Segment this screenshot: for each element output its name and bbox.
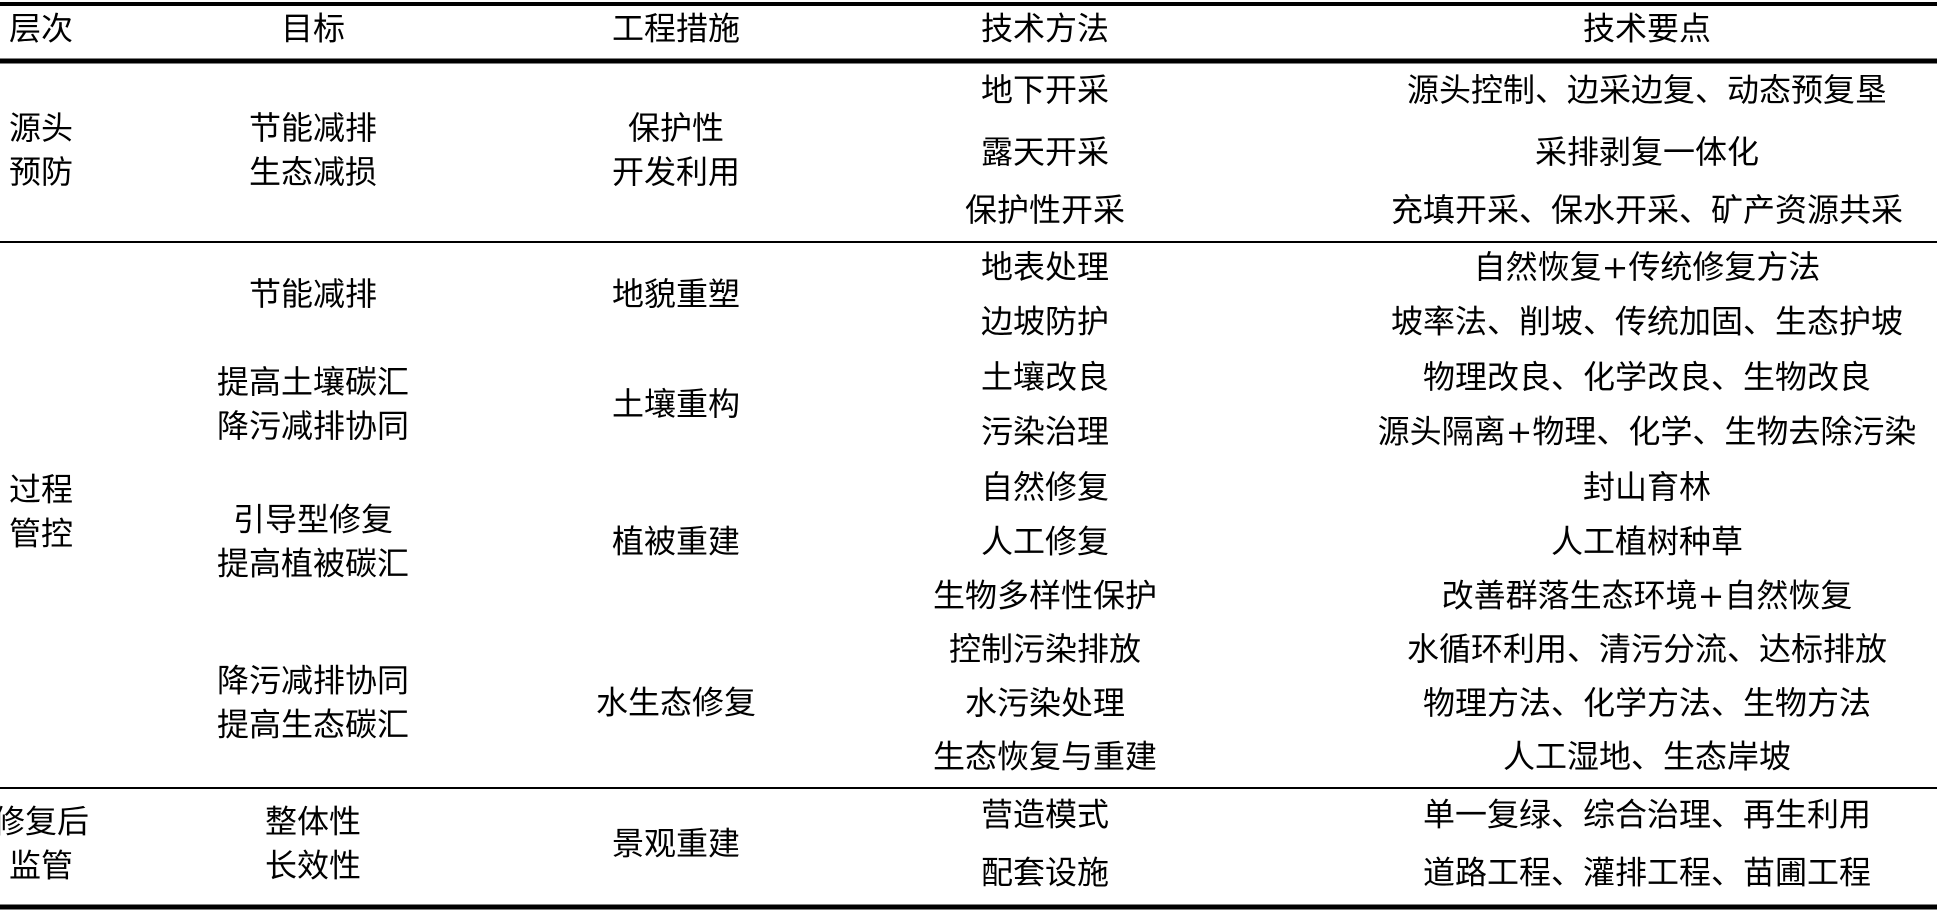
level-cell: 源头 <box>9 109 73 147</box>
point-cell: 充填开采、保水开采、矿产资源共采 <box>1391 191 1903 229</box>
point-cell: 单一复绿、综合治理、再生利用 <box>1423 795 1871 833</box>
header-cell: 技术方法 <box>981 10 1109 48</box>
point-cell: 道路工程、灌排工程、苗圃工程 <box>1423 853 1871 891</box>
goal-cell: 降污减排协同 <box>217 407 409 445</box>
header-cell: 层次 <box>9 10 73 48</box>
method-cell: 生态恢复与重建 <box>933 737 1157 775</box>
measure-cell: 地貌重塑 <box>612 275 740 313</box>
measure-cell: 开发利用 <box>612 153 740 191</box>
point-cell: 坡率法、削坡、传统加固、生态护坡 <box>1391 302 1903 340</box>
method-cell: 露天开采 <box>981 133 1109 171</box>
goal-cell: 提高植被碳汇 <box>217 544 409 582</box>
method-cell: 地表处理 <box>981 248 1109 286</box>
point-cell: 采排剥复一体化 <box>1535 133 1759 171</box>
measure-cell: 植被重建 <box>612 522 740 560</box>
goal-cell: 长效性 <box>265 846 361 884</box>
measure-cell: 保护性 <box>628 109 724 147</box>
header-cell: 技术要点 <box>1583 10 1711 48</box>
level-cell: 管控 <box>9 515 73 553</box>
method-cell: 控制污染排放 <box>949 630 1141 668</box>
header-cell: 目标 <box>281 10 345 48</box>
goal-cell: 降污减排协同 <box>217 662 409 700</box>
method-cell: 污染治理 <box>981 412 1109 450</box>
goal-cell: 整体性 <box>265 802 361 840</box>
method-cell: 水污染处理 <box>965 684 1125 722</box>
point-cell: 水循环利用、清污分流、达标排放 <box>1407 630 1887 668</box>
goal-cell: 节能减排 <box>249 109 377 147</box>
method-cell: 自然修复 <box>981 468 1109 506</box>
point-cell: 封山育林 <box>1583 468 1711 506</box>
point-cell: 改善群落生态环境+自然恢复 <box>1442 577 1853 615</box>
level-cell: 预防 <box>9 153 73 191</box>
level-cell: 过程 <box>9 471 73 509</box>
goal-cell: 节能减排 <box>249 275 377 313</box>
method-cell: 生物多样性保护 <box>933 577 1157 615</box>
point-cell: 物理方法、化学方法、生物方法 <box>1423 684 1871 722</box>
measure-cell: 景观重建 <box>612 824 740 862</box>
method-cell: 配套设施 <box>981 853 1109 891</box>
goal-cell: 提高土壤碳汇 <box>217 363 409 401</box>
point-cell: 源头隔离+物理、化学、生物去除污染 <box>1378 412 1917 450</box>
method-cell: 地下开采 <box>981 71 1109 109</box>
header-cell: 工程措施 <box>612 10 740 48</box>
measure-cell: 水生态修复 <box>596 684 756 722</box>
point-cell: 物理改良、化学改良、生物改良 <box>1423 358 1871 396</box>
point-cell: 源头控制、边采边复、动态预复垦 <box>1407 71 1887 109</box>
point-cell: 人工湿地、生态岸坡 <box>1503 737 1791 775</box>
method-cell: 营造模式 <box>981 795 1109 833</box>
level-cell: 修复后 <box>0 802 89 840</box>
method-cell: 保护性开采 <box>965 191 1125 229</box>
goal-cell: 引导型修复 <box>233 500 393 538</box>
point-cell: 人工植树种草 <box>1551 522 1743 560</box>
method-cell: 人工修复 <box>981 522 1109 560</box>
method-cell: 土壤改良 <box>981 358 1109 396</box>
method-cell: 边坡防护 <box>981 302 1109 340</box>
goal-cell: 提高生态碳汇 <box>217 706 409 744</box>
measure-cell: 土壤重构 <box>612 385 740 423</box>
goal-cell: 生态减损 <box>249 153 377 191</box>
point-cell: 自然恢复+传统修复方法 <box>1474 248 1821 286</box>
level-cell: 监管 <box>9 846 73 884</box>
